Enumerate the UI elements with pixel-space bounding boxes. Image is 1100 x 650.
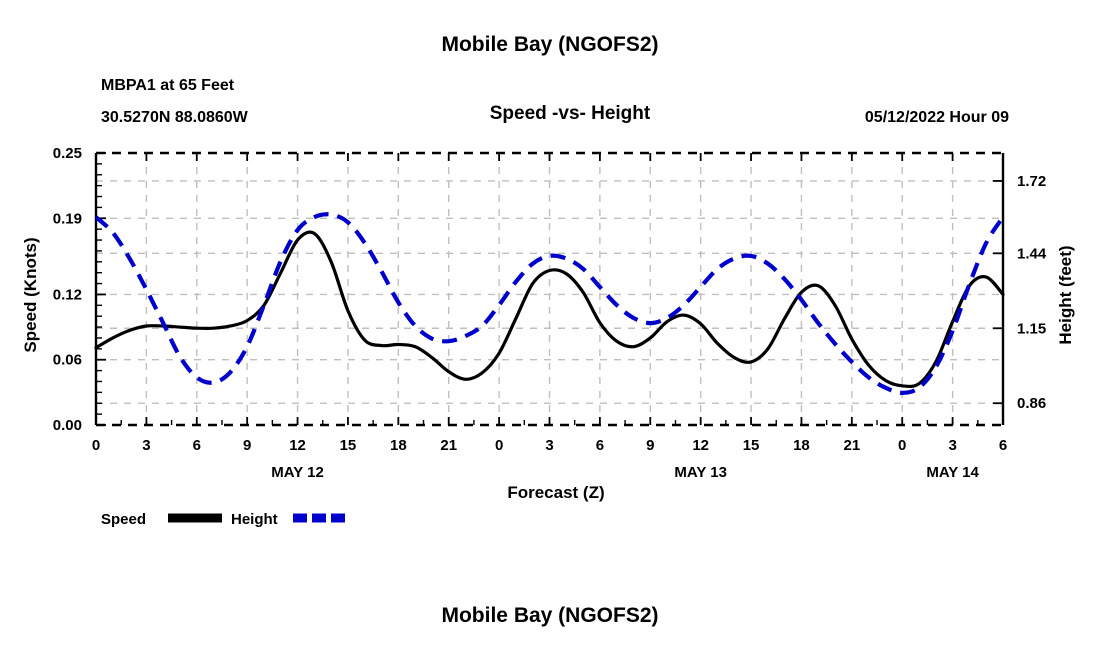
x-tick-label: 3: [545, 437, 553, 454]
station-label: MBPA1 at 65 Feet: [101, 77, 235, 94]
data-series: [94, 212, 1005, 395]
x-axis-tick-labels: 0 3 6 9 12 15 18 21 0 3 6 9 12 15 18 21 0 3 6: [92, 437, 1007, 454]
x-tick-label: 3: [142, 437, 150, 454]
y2-tick-label: 0.86: [1017, 395, 1046, 412]
chart-subtitle: Speed -vs- Height: [490, 103, 651, 124]
series-line-speed: [94, 230, 1005, 389]
x-axis-title: Forecast (Z): [507, 483, 604, 502]
legend: Speed Height: [101, 511, 347, 528]
bottom-title: Mobile Bay (NGOFS2): [441, 604, 658, 627]
page-title: Mobile Bay (NGOFS2): [441, 33, 658, 56]
x-axis-day-labels: MAY 12 MAY 13 MAY 14: [271, 464, 979, 481]
model-run-label: 05/12/2022 Hour 09: [865, 109, 1009, 126]
series-line-height: [94, 212, 1005, 395]
y2-tick-label: 1.15: [1017, 320, 1046, 337]
y-tick-label: 0.12: [53, 286, 82, 303]
x-tick-label: 0: [495, 437, 503, 454]
x-tick-label: 9: [243, 437, 251, 454]
x-tick-label: 21: [843, 437, 860, 454]
y2-axis-title: Height (feet): [1056, 245, 1075, 344]
x-day-label: MAY 13: [674, 464, 727, 481]
x-day-label: MAY 12: [271, 464, 324, 481]
x-tick-label: 3: [948, 437, 956, 454]
y2-tick-label: 1.72: [1017, 173, 1046, 190]
y-tick-label: 0.06: [53, 352, 82, 369]
y-axis-tick-labels: 0.00 0.06 0.12 0.19 0.25: [53, 145, 82, 434]
x-tick-label: 15: [340, 437, 357, 454]
x-tick-label: 12: [289, 437, 306, 454]
y-tick-label: 0.19: [53, 210, 82, 227]
y2-tick-label: 1.44: [1017, 245, 1047, 262]
x-tick-label: 6: [596, 437, 604, 454]
x-tick-label: 9: [646, 437, 654, 454]
legend-speed-label: Speed: [101, 511, 146, 528]
x-tick-label: 18: [793, 437, 810, 454]
x-tick-label: 21: [440, 437, 457, 454]
x-tick-label: 6: [193, 437, 201, 454]
gridlines: [96, 153, 1003, 425]
y-tick-label: 0.25: [53, 145, 82, 162]
x-tick-label: 0: [92, 437, 100, 454]
x-tick-label: 12: [692, 437, 709, 454]
x-tick-label: 18: [390, 437, 407, 454]
y2-axis-tick-labels: 0.86 1.15 1.44 1.72: [1017, 173, 1047, 412]
x-tick-label: 6: [999, 437, 1007, 454]
axis-ticks: [95, 152, 1004, 426]
y-tick-label: 0.00: [53, 417, 82, 434]
plot-frame: [94, 151, 1005, 427]
x-tick-label: 0: [898, 437, 906, 454]
x-tick-label: 15: [743, 437, 760, 454]
y-axis-title: Speed (Knots): [21, 237, 40, 352]
legend-height-label: Height: [231, 511, 278, 528]
coordinates-label: 30.5270N 88.0860W: [101, 109, 249, 126]
x-day-label: MAY 14: [926, 464, 979, 481]
